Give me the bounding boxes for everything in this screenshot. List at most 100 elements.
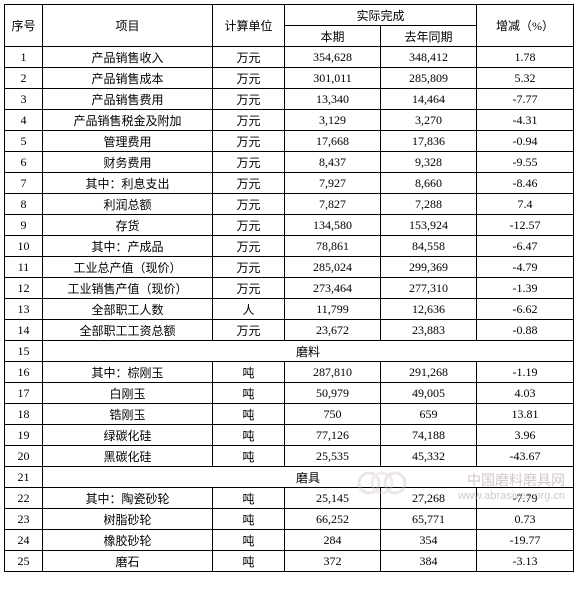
cell-item: 产品销售成本 — [43, 68, 213, 89]
table-row: 22其中：陶瓷砂轮吨25,14527,268-7.79 — [5, 488, 574, 509]
cell-seq: 9 — [5, 215, 43, 236]
cell-unit: 万元 — [213, 194, 285, 215]
cell-current: 7,927 — [285, 173, 381, 194]
table-row: 11工业总产值（现价）万元285,024299,369-4.79 — [5, 257, 574, 278]
cell-change: 3.96 — [477, 425, 574, 446]
table-row: 3产品销售费用万元13,34014,464-7.77 — [5, 89, 574, 110]
cell-lastyear: 23,883 — [381, 320, 477, 341]
cell-current: 11,799 — [285, 299, 381, 320]
cell-seq: 13 — [5, 299, 43, 320]
cell-unit: 万元 — [213, 173, 285, 194]
cell-lastyear: 291,268 — [381, 362, 477, 383]
table-row: 18锆刚玉吨75065913.81 — [5, 404, 574, 425]
cell-unit: 万元 — [213, 278, 285, 299]
cell-seq: 19 — [5, 425, 43, 446]
cell-current: 25,535 — [285, 446, 381, 467]
cell-lastyear: 7,288 — [381, 194, 477, 215]
cell-current: 25,145 — [285, 488, 381, 509]
cell-unit: 吨 — [213, 404, 285, 425]
table-row: 9存货万元134,580153,924-12.57 — [5, 215, 574, 236]
cell-current: 287,810 — [285, 362, 381, 383]
cell-item: 树脂砂轮 — [43, 509, 213, 530]
cell-lastyear: 45,332 — [381, 446, 477, 467]
table-row: 5管理费用万元17,66817,836-0.94 — [5, 131, 574, 152]
cell-seq: 6 — [5, 152, 43, 173]
table-header: 序号 项目 计算单位 实际完成 增减（%） 本期 去年同期 — [5, 5, 574, 47]
cell-lastyear: 17,836 — [381, 131, 477, 152]
cell-change: -6.47 — [477, 236, 574, 257]
cell-seq: 21 — [5, 467, 43, 488]
cell-change: -8.46 — [477, 173, 574, 194]
header-seq: 序号 — [5, 5, 43, 47]
cell-change: 5.32 — [477, 68, 574, 89]
cell-current: 285,024 — [285, 257, 381, 278]
cell-lastyear: 384 — [381, 551, 477, 572]
cell-current: 273,464 — [285, 278, 381, 299]
header-lastyear: 去年同期 — [381, 26, 477, 47]
cell-seq: 10 — [5, 236, 43, 257]
cell-seq: 2 — [5, 68, 43, 89]
cell-unit: 吨 — [213, 362, 285, 383]
cell-change: -4.31 — [477, 110, 574, 131]
cell-lastyear: 153,924 — [381, 215, 477, 236]
table-row: 1产品销售收入万元354,628348,4121.78 — [5, 47, 574, 68]
cell-item: 产品销售税金及附加 — [43, 110, 213, 131]
cell-unit: 吨 — [213, 530, 285, 551]
header-unit: 计算单位 — [213, 5, 285, 47]
cell-unit: 万元 — [213, 152, 285, 173]
table-row: 2产品销售成本万元301,011285,8095.32 — [5, 68, 574, 89]
table-row: 16其中：棕刚玉吨287,810291,268-1.19 — [5, 362, 574, 383]
cell-change: -43.67 — [477, 446, 574, 467]
cell-unit: 吨 — [213, 446, 285, 467]
cell-lastyear: 65,771 — [381, 509, 477, 530]
cell-lastyear: 8,660 — [381, 173, 477, 194]
cell-item: 锆刚玉 — [43, 404, 213, 425]
cell-lastyear: 12,636 — [381, 299, 477, 320]
cell-change: -0.94 — [477, 131, 574, 152]
cell-change: -1.19 — [477, 362, 574, 383]
cell-unit: 人 — [213, 299, 285, 320]
cell-seq: 14 — [5, 320, 43, 341]
cell-unit: 万元 — [213, 131, 285, 152]
cell-seq: 3 — [5, 89, 43, 110]
table-row: 15磨料 — [5, 341, 574, 362]
cell-lastyear: 84,558 — [381, 236, 477, 257]
cell-unit: 万元 — [213, 320, 285, 341]
cell-change: 7.4 — [477, 194, 574, 215]
cell-unit: 万元 — [213, 89, 285, 110]
cell-change: -0.88 — [477, 320, 574, 341]
cell-change: -4.79 — [477, 257, 574, 278]
cell-item: 工业总产值（现价） — [43, 257, 213, 278]
cell-current: 8,437 — [285, 152, 381, 173]
cell-seq: 23 — [5, 509, 43, 530]
header-item: 项目 — [43, 5, 213, 47]
cell-unit: 吨 — [213, 425, 285, 446]
cell-seq: 11 — [5, 257, 43, 278]
cell-item: 白刚玉 — [43, 383, 213, 404]
cell-current: 23,672 — [285, 320, 381, 341]
cell-change: -7.77 — [477, 89, 574, 110]
cell-lastyear: 3,270 — [381, 110, 477, 131]
cell-unit: 万元 — [213, 236, 285, 257]
cell-change: -9.55 — [477, 152, 574, 173]
table-row: 8利润总额万元7,8277,2887.4 — [5, 194, 574, 215]
cell-lastyear: 9,328 — [381, 152, 477, 173]
table-row: 13全部职工人数人11,79912,636-6.62 — [5, 299, 574, 320]
table-row: 19绿碳化硅吨77,12674,1883.96 — [5, 425, 574, 446]
cell-seq: 17 — [5, 383, 43, 404]
cell-lastyear: 285,809 — [381, 68, 477, 89]
cell-section: 磨具 — [43, 467, 574, 488]
cell-item: 财务费用 — [43, 152, 213, 173]
cell-change: 4.03 — [477, 383, 574, 404]
table-row: 7其中：利息支出万元7,9278,660-8.46 — [5, 173, 574, 194]
cell-change: -3.13 — [477, 551, 574, 572]
table-row: 23树脂砂轮吨66,25265,7710.73 — [5, 509, 574, 530]
cell-current: 284 — [285, 530, 381, 551]
table-row: 12工业销售产值（现价）万元273,464277,310-1.39 — [5, 278, 574, 299]
header-current: 本期 — [285, 26, 381, 47]
cell-seq: 8 — [5, 194, 43, 215]
cell-unit: 万元 — [213, 110, 285, 131]
cell-item: 其中：利息支出 — [43, 173, 213, 194]
cell-current: 13,340 — [285, 89, 381, 110]
cell-current: 301,011 — [285, 68, 381, 89]
